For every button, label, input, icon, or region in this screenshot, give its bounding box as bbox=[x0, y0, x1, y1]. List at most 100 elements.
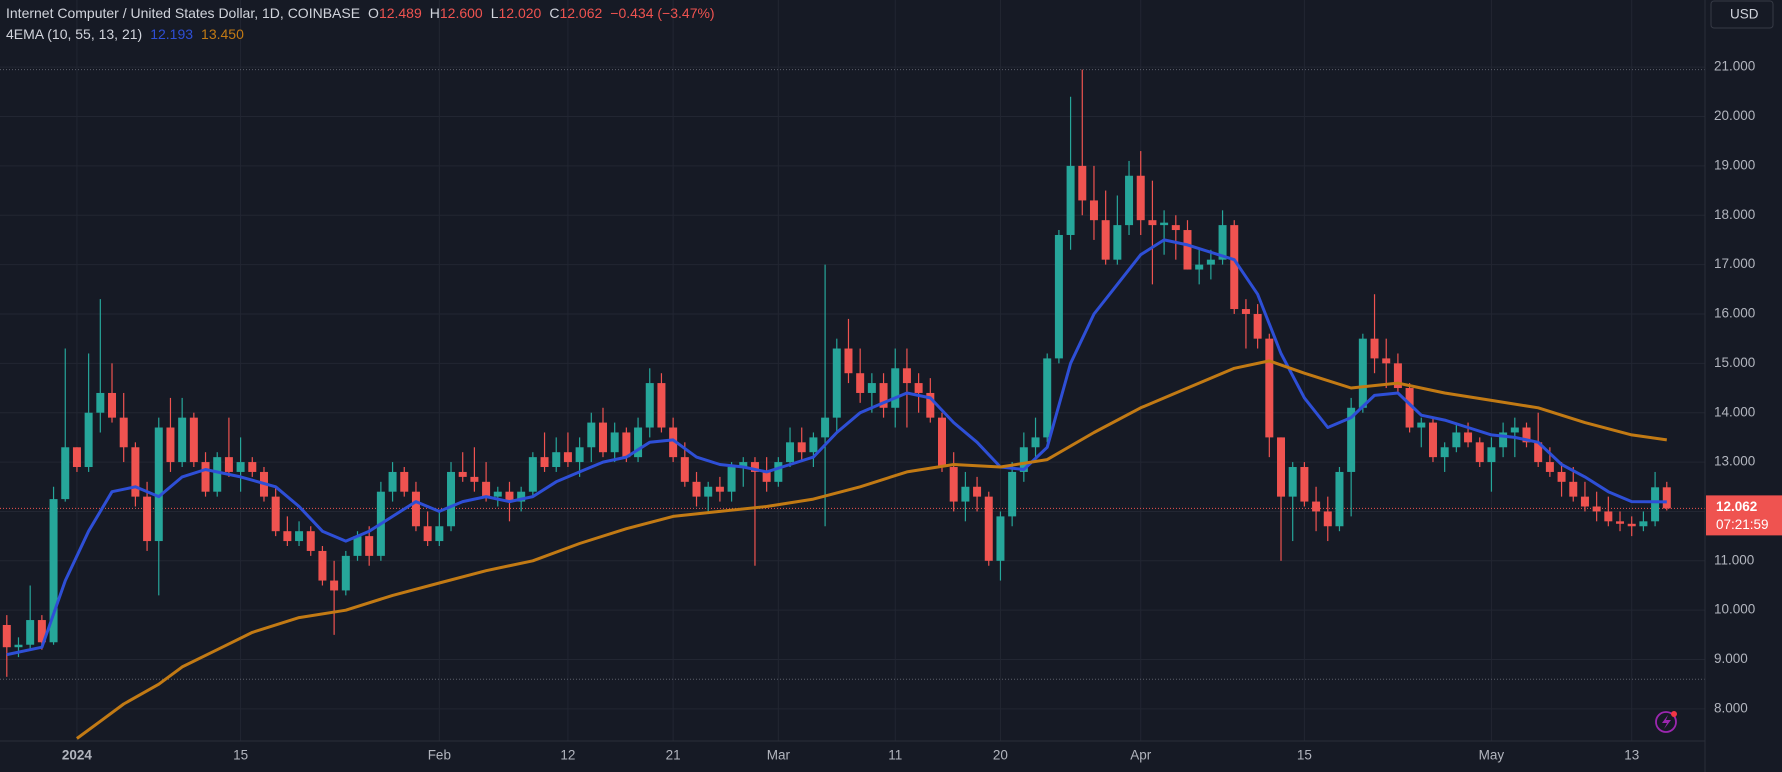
indicator-value: 12.193 bbox=[150, 26, 193, 42]
ohlc-label: C bbox=[549, 5, 559, 21]
ohlc-value: 12.489 bbox=[379, 5, 422, 21]
x-tick-label: Feb bbox=[428, 748, 451, 763]
currency: USD bbox=[1730, 7, 1759, 22]
candle-body bbox=[786, 442, 795, 463]
candle-body bbox=[470, 476, 479, 482]
candle-body bbox=[657, 383, 666, 428]
candle-body bbox=[844, 348, 853, 374]
candle-body bbox=[867, 383, 876, 393]
candle-body bbox=[353, 536, 362, 556]
candle-body bbox=[1008, 471, 1017, 517]
candle-body bbox=[1323, 511, 1332, 527]
y-tick-label: 14.000 bbox=[1714, 404, 1755, 419]
axes: 8.0009.00010.00011.00012.00013.00014.000… bbox=[62, 59, 1755, 763]
candle-body bbox=[1358, 338, 1367, 408]
candle-body bbox=[739, 462, 748, 468]
candle-body bbox=[634, 427, 643, 458]
candle-body bbox=[423, 526, 432, 542]
candle-body bbox=[411, 491, 420, 527]
candle-body bbox=[750, 462, 759, 472]
candle-body bbox=[189, 417, 198, 463]
candle-body bbox=[1171, 225, 1180, 231]
y-tick-label: 15.000 bbox=[1714, 355, 1755, 370]
candle-body bbox=[1312, 501, 1321, 512]
candle-body bbox=[1569, 481, 1578, 497]
ohlc-label: L bbox=[491, 5, 499, 21]
y-tick-label: 21.000 bbox=[1714, 59, 1755, 74]
price-label-box bbox=[1706, 495, 1782, 536]
candle-body bbox=[949, 467, 958, 502]
ohlc-value: 12.020 bbox=[499, 5, 542, 21]
candle-body bbox=[26, 620, 35, 645]
candle-body bbox=[1066, 165, 1075, 235]
candle-body bbox=[1580, 496, 1589, 507]
candle-body bbox=[318, 550, 327, 581]
candle-body bbox=[797, 442, 806, 453]
y-tick-label: 9.000 bbox=[1714, 651, 1748, 666]
candle-body bbox=[1475, 442, 1484, 463]
candle-body bbox=[1592, 506, 1601, 512]
candle-body bbox=[306, 531, 315, 551]
candles bbox=[2, 69, 1671, 677]
currency-button[interactable] bbox=[1710, 0, 1774, 29]
candle-body bbox=[108, 392, 117, 418]
symbol: Internet Computer / United States Dollar… bbox=[6, 5, 360, 21]
candle-body bbox=[2, 624, 11, 648]
ema-line bbox=[6, 238, 1667, 657]
y-tick-label: 10.000 bbox=[1714, 602, 1755, 617]
y-tick-label: 8.000 bbox=[1714, 700, 1748, 715]
candle-body bbox=[832, 348, 841, 418]
y-tick-label: 19.000 bbox=[1714, 157, 1755, 172]
candle-body bbox=[1370, 338, 1379, 359]
candle-body bbox=[727, 467, 736, 492]
candle-body bbox=[1230, 225, 1239, 310]
candle-body bbox=[166, 427, 175, 463]
candle-body bbox=[563, 452, 572, 463]
candle-body bbox=[762, 471, 771, 482]
candle-body bbox=[295, 531, 304, 542]
candle-body bbox=[704, 486, 713, 497]
candle-body bbox=[224, 457, 233, 472]
candle-body bbox=[1347, 407, 1356, 472]
candle-body bbox=[552, 452, 561, 468]
candle-body bbox=[178, 417, 187, 463]
candle-body bbox=[1195, 264, 1204, 270]
candle-body bbox=[1206, 259, 1215, 265]
candle-body bbox=[1125, 175, 1134, 226]
candle-body bbox=[1499, 432, 1508, 448]
candle-body bbox=[388, 471, 397, 492]
x-tick-label: 21 bbox=[666, 748, 681, 763]
ohlc-value: 12.062 bbox=[559, 5, 602, 21]
alert-icon[interactable] bbox=[1655, 711, 1677, 733]
candle-body bbox=[1253, 313, 1262, 339]
candle-body bbox=[505, 491, 514, 502]
candle-body bbox=[973, 486, 982, 497]
candle-body bbox=[1545, 462, 1554, 472]
candle-body bbox=[271, 496, 280, 532]
candle-body bbox=[622, 432, 631, 458]
candle-body bbox=[1089, 200, 1098, 221]
ohlc-label: O bbox=[368, 5, 379, 21]
candle-body bbox=[365, 536, 374, 556]
candle-body bbox=[14, 644, 23, 648]
x-tick-label: Apr bbox=[1130, 748, 1152, 763]
candle-body bbox=[72, 447, 81, 468]
candle-body bbox=[1464, 432, 1473, 443]
candle-body bbox=[1604, 511, 1613, 522]
candle-body bbox=[856, 373, 865, 393]
candle-body bbox=[1277, 437, 1286, 497]
candle-body bbox=[84, 412, 93, 468]
candle-body bbox=[1218, 225, 1227, 260]
candle-body bbox=[1534, 442, 1543, 463]
candle-body bbox=[984, 496, 993, 561]
candle-body bbox=[1300, 467, 1309, 502]
candle-body bbox=[1148, 220, 1157, 226]
candle-body bbox=[1428, 422, 1437, 458]
candle-body bbox=[587, 422, 596, 448]
candle-body bbox=[400, 471, 409, 492]
candle-body bbox=[1627, 523, 1636, 527]
candle-body bbox=[119, 417, 128, 448]
candle-body bbox=[715, 486, 724, 492]
